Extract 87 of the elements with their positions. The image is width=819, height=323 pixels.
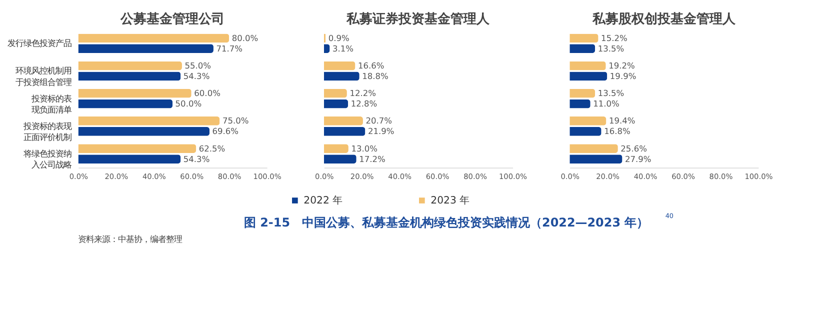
bar [324, 99, 348, 108]
x-tick-label: 80.0% [464, 172, 487, 182]
data-label: 62.5% [198, 143, 226, 154]
bar [324, 61, 356, 70]
data-label: 16.6% [358, 60, 384, 71]
y-tick-label: 将绿色投资纳入公司战略 [22, 148, 72, 170]
data-label: 19.2% [608, 60, 636, 71]
y-tick-label: 投资标的表现正面评价机制 [22, 120, 72, 142]
data-label: 20.7% [366, 116, 392, 126]
data-label: 19.9% [610, 70, 636, 81]
data-label: 12.8% [350, 98, 378, 109]
bar [324, 88, 347, 98]
bar [570, 144, 618, 154]
y-tick-label: 投资标的表现负面清单 [30, 93, 72, 114]
data-label: 15.2% [601, 32, 628, 43]
data-label: 0.9% [328, 32, 350, 43]
data-label: 55.0% [184, 60, 212, 71]
bar [570, 154, 622, 164]
bar [570, 34, 598, 43]
data-label: 69.6% [212, 126, 239, 136]
data-label: 11.0% [593, 98, 620, 109]
bar [324, 126, 366, 136]
data-label: 3.1% [332, 43, 354, 54]
bar [78, 88, 192, 98]
bar [570, 99, 590, 108]
x-tick-label: 80.0% [709, 172, 733, 182]
data-label: 18.8% [362, 70, 389, 81]
x-tick-label: 60.0% [180, 172, 204, 182]
data-label: 13.0% [351, 143, 378, 154]
x-tick-label: 20.0% [104, 172, 128, 182]
x-tick-label: 20.0% [350, 172, 374, 182]
data-label: 16.8% [604, 126, 630, 136]
bar [324, 72, 360, 81]
bar [78, 34, 230, 43]
bar [78, 61, 182, 70]
x-tick-label: 60.0% [426, 172, 450, 182]
y-tick-label: 发行绿色投资产品 [7, 38, 72, 48]
data-label: 21.9% [368, 126, 394, 136]
data-label: 13.5% [598, 43, 624, 54]
data-label: 50.0% [175, 98, 202, 109]
data-label: 12.2% [350, 88, 376, 98]
x-tick-label: 40.0% [388, 172, 412, 182]
text: 资料来源：中基协，编者整理 [78, 234, 182, 244]
legend-label: 2022 年 [304, 194, 343, 206]
bar [570, 88, 596, 98]
data-label: 60.0% [194, 88, 221, 98]
x-tick-label: 40.0% [142, 172, 166, 182]
data-label: 25.6% [620, 143, 648, 154]
bar [570, 126, 602, 136]
bar [324, 154, 356, 164]
data-label: 80.0% [232, 32, 258, 43]
y-tick-label: 环境风控机制用于投资组合管理 [15, 66, 72, 87]
bar [570, 116, 606, 126]
bar [324, 116, 363, 126]
data-label: 54.3% [183, 70, 210, 81]
x-tick-label: 40.0% [634, 172, 658, 182]
x-tick-label: 0.0% [560, 172, 580, 182]
x-tick-label: 100.0% [498, 172, 528, 182]
data-label: 71.7% [216, 43, 243, 54]
bar [78, 154, 181, 164]
x-tick-label: 100.0% [744, 172, 773, 182]
bar [78, 116, 220, 126]
chart-title: 私募证券投资基金管理人 [346, 12, 491, 28]
data-label: 75.0% [222, 116, 249, 126]
x-tick-label: 100.0% [253, 172, 282, 182]
data-label: 19.4% [608, 116, 636, 126]
data-label: 13.5% [598, 88, 624, 98]
bar [78, 144, 196, 154]
bar [570, 44, 596, 54]
x-tick-label: 60.0% [672, 172, 695, 182]
x-tick-label: 0.0% [315, 172, 334, 182]
bar [324, 144, 348, 154]
data-label: 17.2% [359, 154, 386, 164]
bar [570, 72, 608, 81]
chart-title: 私募股权创投基金管理人 [591, 12, 736, 28]
legend-label: 2023 年 [430, 194, 470, 206]
chart-title: 公募基金管理公司 [120, 12, 225, 28]
bar [78, 99, 173, 108]
bar [78, 44, 214, 54]
x-tick-label: 20.0% [596, 172, 620, 182]
bar [78, 126, 210, 136]
x-tick-label: 80.0% [218, 172, 242, 182]
data-label: 54.3% [183, 154, 210, 164]
bar [78, 72, 181, 81]
x-tick-label: 0.0% [69, 172, 88, 182]
bar [570, 61, 606, 70]
data-label: 27.9% [625, 154, 652, 164]
